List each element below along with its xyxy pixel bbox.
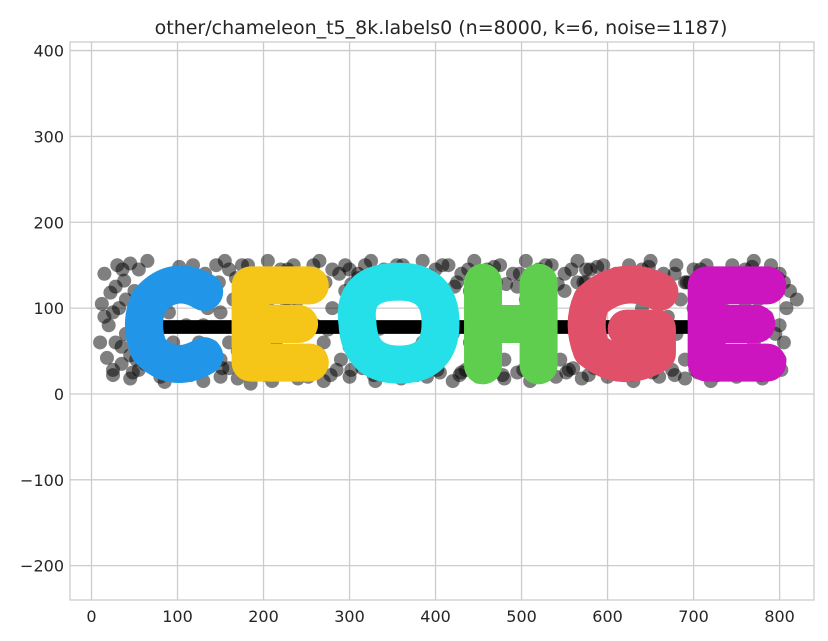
cluster-o-shape bbox=[337, 262, 460, 384]
noise-point bbox=[559, 365, 574, 380]
noise-point bbox=[140, 253, 155, 268]
x-tick-label: 600 bbox=[592, 607, 623, 626]
cluster-g-shape bbox=[567, 265, 679, 383]
x-tick-label: 0 bbox=[86, 607, 96, 626]
noise-point bbox=[125, 365, 140, 380]
noise-point bbox=[415, 253, 430, 268]
y-tick-label: 400 bbox=[33, 42, 64, 61]
plot-frame bbox=[69, 41, 815, 601]
noise-point bbox=[196, 318, 211, 333]
noise-point bbox=[106, 362, 121, 377]
cluster-c-shape bbox=[124, 265, 224, 383]
noise-point bbox=[435, 258, 450, 273]
noise-point bbox=[518, 253, 533, 268]
noise-point bbox=[325, 301, 340, 316]
x-tick-label: 400 bbox=[420, 607, 451, 626]
noise-point bbox=[93, 335, 108, 350]
y-axis-ticks: −200 −100 0 100 200 300 400 bbox=[20, 42, 64, 576]
cluster-e-shape bbox=[687, 266, 787, 382]
x-axis-ticks: 0 100 200 300 400 500 600 700 800 bbox=[86, 607, 794, 626]
noise-point bbox=[179, 318, 194, 333]
noise-point bbox=[667, 368, 682, 383]
noise-point bbox=[316, 335, 331, 350]
noise-point bbox=[499, 277, 514, 292]
x-tick-label: 800 bbox=[764, 607, 795, 626]
y-tick-label: 200 bbox=[33, 213, 64, 232]
x-tick-label: 100 bbox=[162, 607, 193, 626]
noise-point bbox=[217, 253, 232, 268]
noise-point bbox=[564, 262, 579, 277]
x-tick-label: 300 bbox=[334, 607, 365, 626]
noise-point bbox=[590, 259, 605, 274]
cluster-points bbox=[124, 262, 787, 385]
noise-point bbox=[115, 262, 130, 277]
x-tick-label: 500 bbox=[506, 607, 537, 626]
noise-point bbox=[97, 266, 112, 281]
noise-point bbox=[323, 368, 338, 383]
y-tick-label: −100 bbox=[20, 471, 64, 490]
noise-point bbox=[452, 368, 467, 383]
noise-point bbox=[779, 301, 794, 316]
y-tick-label: 0 bbox=[54, 385, 64, 404]
noise-point bbox=[776, 335, 791, 350]
noise-point bbox=[97, 309, 112, 324]
noise-point bbox=[260, 253, 275, 268]
x-tick-label: 700 bbox=[678, 607, 709, 626]
noise-point bbox=[333, 352, 348, 367]
y-tick-label: −200 bbox=[20, 557, 64, 576]
noise-point bbox=[332, 266, 347, 281]
y-tick-label: 300 bbox=[33, 127, 64, 146]
noise-point bbox=[213, 305, 228, 320]
noise-point bbox=[108, 279, 123, 294]
noise-point bbox=[321, 322, 336, 337]
noise-point bbox=[131, 262, 146, 277]
cluster-e-shape bbox=[231, 266, 329, 382]
noise-point bbox=[114, 339, 129, 354]
noise-point bbox=[94, 296, 109, 311]
noise-point bbox=[782, 283, 797, 298]
noise-point bbox=[99, 350, 114, 365]
chart-title: other/chameleon_t5_8k.labels0 (n=8000, k… bbox=[155, 17, 728, 39]
noise-point bbox=[579, 262, 594, 277]
cluster-h-shape bbox=[464, 263, 558, 385]
y-tick-label: 100 bbox=[33, 299, 64, 318]
x-tick-label: 200 bbox=[248, 607, 279, 626]
